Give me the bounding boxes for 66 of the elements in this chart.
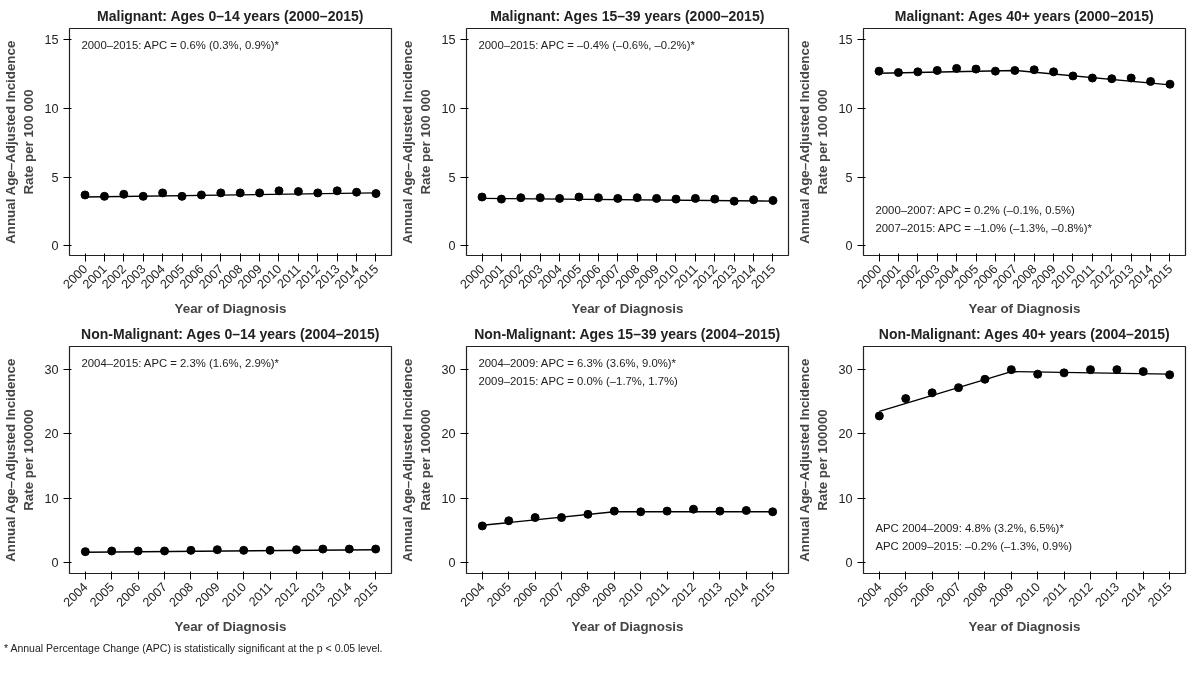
x-axis-title: Year of Diagnosis [968,618,1081,634]
x-axis-title: Year of Diagnosis [174,300,287,316]
y-tick-label: 0 [448,239,456,254]
annotation: APC 2004–2009: 4.8% (3.2%, 6.5%)* [875,521,1065,534]
y-tick-label: 10 [44,491,59,506]
y-tick-label: 15 [44,33,59,48]
point [1165,79,1175,89]
y-tick-label: 10 [838,101,853,116]
y-tick-label: 0 [845,239,853,254]
chart-title: Non-Malignant: Ages 40+ years (2004–2015) [878,325,1170,342]
y-tick-label: 30 [441,363,456,378]
y-tick-label: 20 [44,427,59,442]
point [1138,367,1148,377]
point [1010,65,1020,75]
y-tick-label: 0 [51,556,59,571]
y-tick-label: 5 [845,170,853,185]
text: * Annual Percentage Change (APC) is statistically significant at the p < 0.05 level. [4,641,383,656]
y-tick-label: 0 [448,556,456,571]
chart-title: Non-Malignant: Ages 0–14 years (2004–2015) [81,325,380,342]
y-tick-label: 10 [441,491,456,506]
y-tick-label: 20 [838,427,853,442]
y-axis-title: Annual Age–Adjusted Incidence Rate per 100 000 [3,40,37,244]
x-axis-title: Year of Diagnosis [571,618,684,634]
annotation: 2000–2015: APC = –0.4% (–0.6%, –0.2%)* [478,38,696,51]
x-axis-title: Year of Diagnosis [968,300,1081,316]
y-tick-label: 20 [441,427,456,442]
chart-title: Malignant: Ages 40+ years (2000–2015) [894,7,1154,24]
annotation: 2007–2015: APC = –1.0% (–1.3%, –0.8%)* [875,221,1093,234]
y-axis-title: Annual Age–Adjusted Incidence Rate per 100000 [400,358,434,562]
y-tick-label: 5 [51,170,59,185]
chart-title: Malignant: Ages 15–39 years (2000–2015) [490,7,765,24]
y-tick-label: 5 [448,170,456,185]
y-tick-label: 15 [441,33,456,48]
y-tick-label: 30 [838,363,853,378]
y-tick-label: 0 [51,239,59,254]
point [874,411,884,421]
y-axis-title: Annual Age–Adjusted Incidence Rate per 100000 [797,358,831,562]
x-axis-title: Year of Diagnosis [571,300,684,316]
annotation: 2004–2015: APC = 2.3% (1.6%, 2.9%)* [81,356,280,369]
y-tick-label: 10 [838,491,853,506]
point [1085,365,1095,375]
y-axis-title: Annual Age–Adjusted Incidence Rate per 100000 [3,358,37,562]
y-tick-label: 15 [838,33,853,48]
point [1006,365,1016,375]
annotation: 2000–2007: APC = 0.2% (–0.1%, 0.5%) [875,203,1076,216]
point [1059,368,1069,378]
annotation: 2009–2015: APC = 0.0% (–1.7%, 1.7%) [478,374,679,387]
chart-title: Non-Malignant: Ages 15–39 years (2004–2015) [474,325,781,342]
y-tick-label: 30 [44,363,59,378]
y-tick-label: 10 [441,101,456,116]
y-axis-title: Annual Age–Adjusted Incidence Rate per 100 000 [400,40,434,244]
y-tick-label: 0 [845,556,853,571]
y-axis-title: Annual Age–Adjusted Incidence Rate per 100 000 [797,40,831,244]
point [913,67,923,77]
point [952,63,962,73]
annotation: APC 2009–2015: –0.2% (–1.3%, 0.9%) [875,539,1073,552]
annotation: 2000–2015: APC = 0.6% (0.3%, 0.9%)* [81,38,280,51]
point [901,394,911,404]
annotation: 2004–2009: APC = 6.3% (3.6%, 9.0%)* [478,356,677,369]
point [1112,365,1122,375]
point [927,388,937,398]
y-tick-label: 10 [44,101,59,116]
point [874,66,884,76]
point [1126,73,1136,83]
x-axis-title: Year of Diagnosis [174,618,287,634]
chart-title: Malignant: Ages 0–14 years (2000–2015) [97,7,364,24]
